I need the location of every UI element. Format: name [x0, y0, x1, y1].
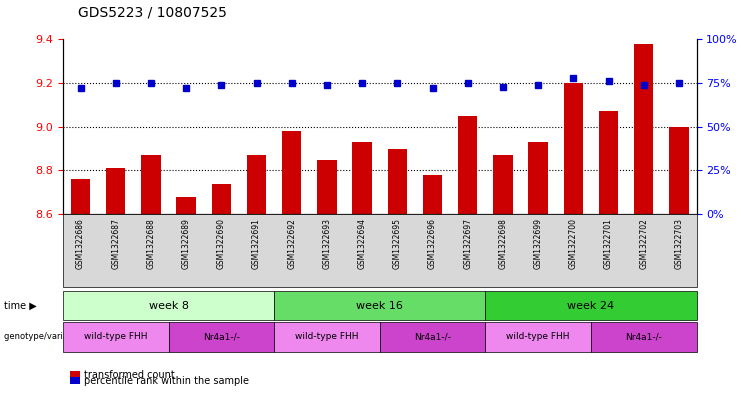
Text: GSM1322696: GSM1322696 [428, 218, 437, 269]
Text: wild-type FHH: wild-type FHH [295, 332, 359, 342]
Bar [212, 184, 231, 214]
Text: wild-type FHH: wild-type FHH [84, 332, 147, 342]
Bar [599, 112, 618, 214]
Bar [669, 127, 688, 214]
Bar [71, 179, 90, 214]
Text: GSM1322699: GSM1322699 [534, 218, 542, 269]
Bar [494, 155, 513, 214]
Text: GSM1322690: GSM1322690 [217, 218, 226, 269]
Bar [458, 116, 477, 214]
Text: GSM1322693: GSM1322693 [322, 218, 331, 269]
Text: Nr4a1-/-: Nr4a1-/- [625, 332, 662, 342]
Text: wild-type FHH: wild-type FHH [506, 332, 570, 342]
Text: percentile rank within the sample: percentile rank within the sample [84, 376, 249, 386]
Text: GSM1322694: GSM1322694 [358, 218, 367, 269]
Text: time ▶: time ▶ [4, 301, 36, 310]
Text: GSM1322701: GSM1322701 [604, 218, 613, 269]
Text: genotype/variation ▶: genotype/variation ▶ [4, 332, 93, 342]
Bar [564, 83, 583, 214]
Text: GSM1322688: GSM1322688 [147, 218, 156, 268]
Bar [634, 44, 654, 214]
Text: GSM1322703: GSM1322703 [674, 218, 683, 269]
Bar [106, 168, 125, 214]
Bar [317, 160, 336, 214]
Bar [282, 131, 302, 214]
Bar [423, 175, 442, 214]
Bar [247, 155, 266, 214]
Text: GSM1322698: GSM1322698 [499, 218, 508, 269]
Text: GSM1322687: GSM1322687 [111, 218, 120, 269]
Text: GSM1322695: GSM1322695 [393, 218, 402, 269]
Text: GSM1322689: GSM1322689 [182, 218, 190, 269]
Text: GSM1322691: GSM1322691 [252, 218, 261, 269]
Text: Nr4a1-/-: Nr4a1-/- [414, 332, 451, 342]
Text: week 24: week 24 [568, 301, 614, 310]
Bar [176, 196, 196, 214]
Text: week 16: week 16 [356, 301, 403, 310]
Bar [528, 142, 548, 214]
Text: GSM1322700: GSM1322700 [569, 218, 578, 269]
Text: Nr4a1-/-: Nr4a1-/- [203, 332, 240, 342]
Text: GDS5223 / 10807525: GDS5223 / 10807525 [78, 6, 227, 20]
Text: week 8: week 8 [149, 301, 188, 310]
Text: GSM1322702: GSM1322702 [639, 218, 648, 269]
Text: GSM1322692: GSM1322692 [288, 218, 296, 269]
Bar [142, 155, 161, 214]
Bar [388, 149, 407, 214]
Text: transformed count: transformed count [84, 370, 174, 380]
Bar [353, 142, 372, 214]
Text: GSM1322686: GSM1322686 [76, 218, 85, 269]
Text: GSM1322697: GSM1322697 [463, 218, 472, 269]
